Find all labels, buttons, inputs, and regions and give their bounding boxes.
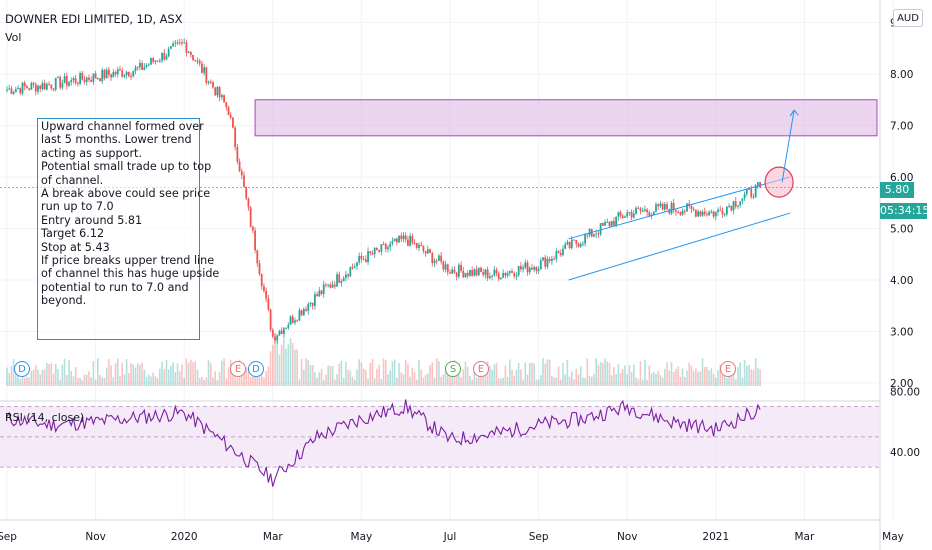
last-price-tag: 5.80 <box>880 182 914 198</box>
time-tick-label: May <box>351 531 373 543</box>
event-marker-split[interactable]: S <box>445 361 461 377</box>
volume-label[interactable]: Vol <box>5 31 22 44</box>
annotation-line: run up to 7.0 <box>41 200 114 214</box>
price-axis: 2.003.004.005.006.007.008.009.0040.0080.… <box>890 18 920 460</box>
channel-upper-line[interactable] <box>568 176 791 240</box>
price-tick-label: 7.00 <box>890 121 913 133</box>
annotation-line: last 5 months. Lower trend <box>41 133 192 147</box>
rsi-panel <box>0 399 880 487</box>
volume-bars <box>6 333 761 386</box>
event-marker-dividend[interactable]: D <box>14 361 30 377</box>
annotation-line: Entry around 5.81 <box>41 213 143 227</box>
rsi-label[interactable]: RSI (14, close) <box>5 411 85 424</box>
event-marker-dividend[interactable]: D <box>248 361 264 377</box>
price-tick-label: 2.00 <box>890 378 913 390</box>
time-tick-label: 2020 <box>171 531 198 543</box>
time-tick-label: 2021 <box>702 531 729 543</box>
time-tick-label: May <box>882 531 904 543</box>
annotation-line: of channel. <box>41 173 104 187</box>
annotation-line: acting as support. <box>41 146 142 160</box>
price-tick-label: 8.00 <box>890 69 913 81</box>
bar-countdown-tag: 05:34:15 <box>880 203 930 219</box>
event-marker-earnings[interactable]: E <box>473 361 489 377</box>
time-tick-label: Mar <box>263 531 283 543</box>
annotation-line: potential to run to 7.0 and <box>41 280 189 294</box>
grid <box>0 0 894 550</box>
time-tick-label: Mar <box>794 531 814 543</box>
annotation-line: Target 6.12 <box>41 227 105 241</box>
price-tick-label: 5.00 <box>890 224 913 236</box>
time-axis: Sep Nov 2020 Mar May Jul Sep Nov 2021 Mar May <box>0 531 904 543</box>
annotation-line: If price breaks upper trend line <box>41 254 215 268</box>
resistance-zone[interactable] <box>254 99 878 137</box>
target-arrow[interactable] <box>781 109 799 183</box>
annotation-line: A break above could see price <box>41 187 211 201</box>
event-marker-earnings[interactable]: E <box>230 361 246 377</box>
entry-highlight-circle[interactable] <box>764 166 794 198</box>
annotation-line: beyond. <box>41 294 87 308</box>
channel-lower-line[interactable] <box>568 212 791 281</box>
price-tick-label: 4.00 <box>890 275 913 287</box>
time-tick-label: Jul <box>443 531 457 543</box>
time-tick-label: Nov <box>617 531 638 543</box>
currency-button[interactable]: AUD <box>893 9 923 27</box>
price-candles <box>6 38 761 344</box>
annotation-line: of channel this has huge upside <box>41 267 220 281</box>
rsi-tick-label: 80.00 <box>890 387 920 399</box>
annotation-text: Upward channel formed over last 5 months.… <box>41 120 220 308</box>
rsi-tick-label: 40.00 <box>890 447 920 459</box>
annotation-box[interactable] <box>37 118 200 340</box>
time-tick-label: Sep <box>529 531 549 543</box>
chart-title[interactable]: DOWNER EDI LIMITED, 1D, ASX <box>5 12 183 26</box>
time-tick-label: Nov <box>85 531 106 543</box>
price-tick-label: 3.00 <box>890 327 913 339</box>
event-marker-earnings[interactable]: E <box>720 361 736 377</box>
price-tick-label: 6.00 <box>890 172 913 184</box>
annotation-line: Potential small trade up to top <box>41 160 212 174</box>
annotation-line: Upward channel formed over <box>41 120 204 133</box>
time-tick-label: Sep <box>0 531 17 543</box>
annotation-line: Stop at 5.43 <box>41 240 110 254</box>
